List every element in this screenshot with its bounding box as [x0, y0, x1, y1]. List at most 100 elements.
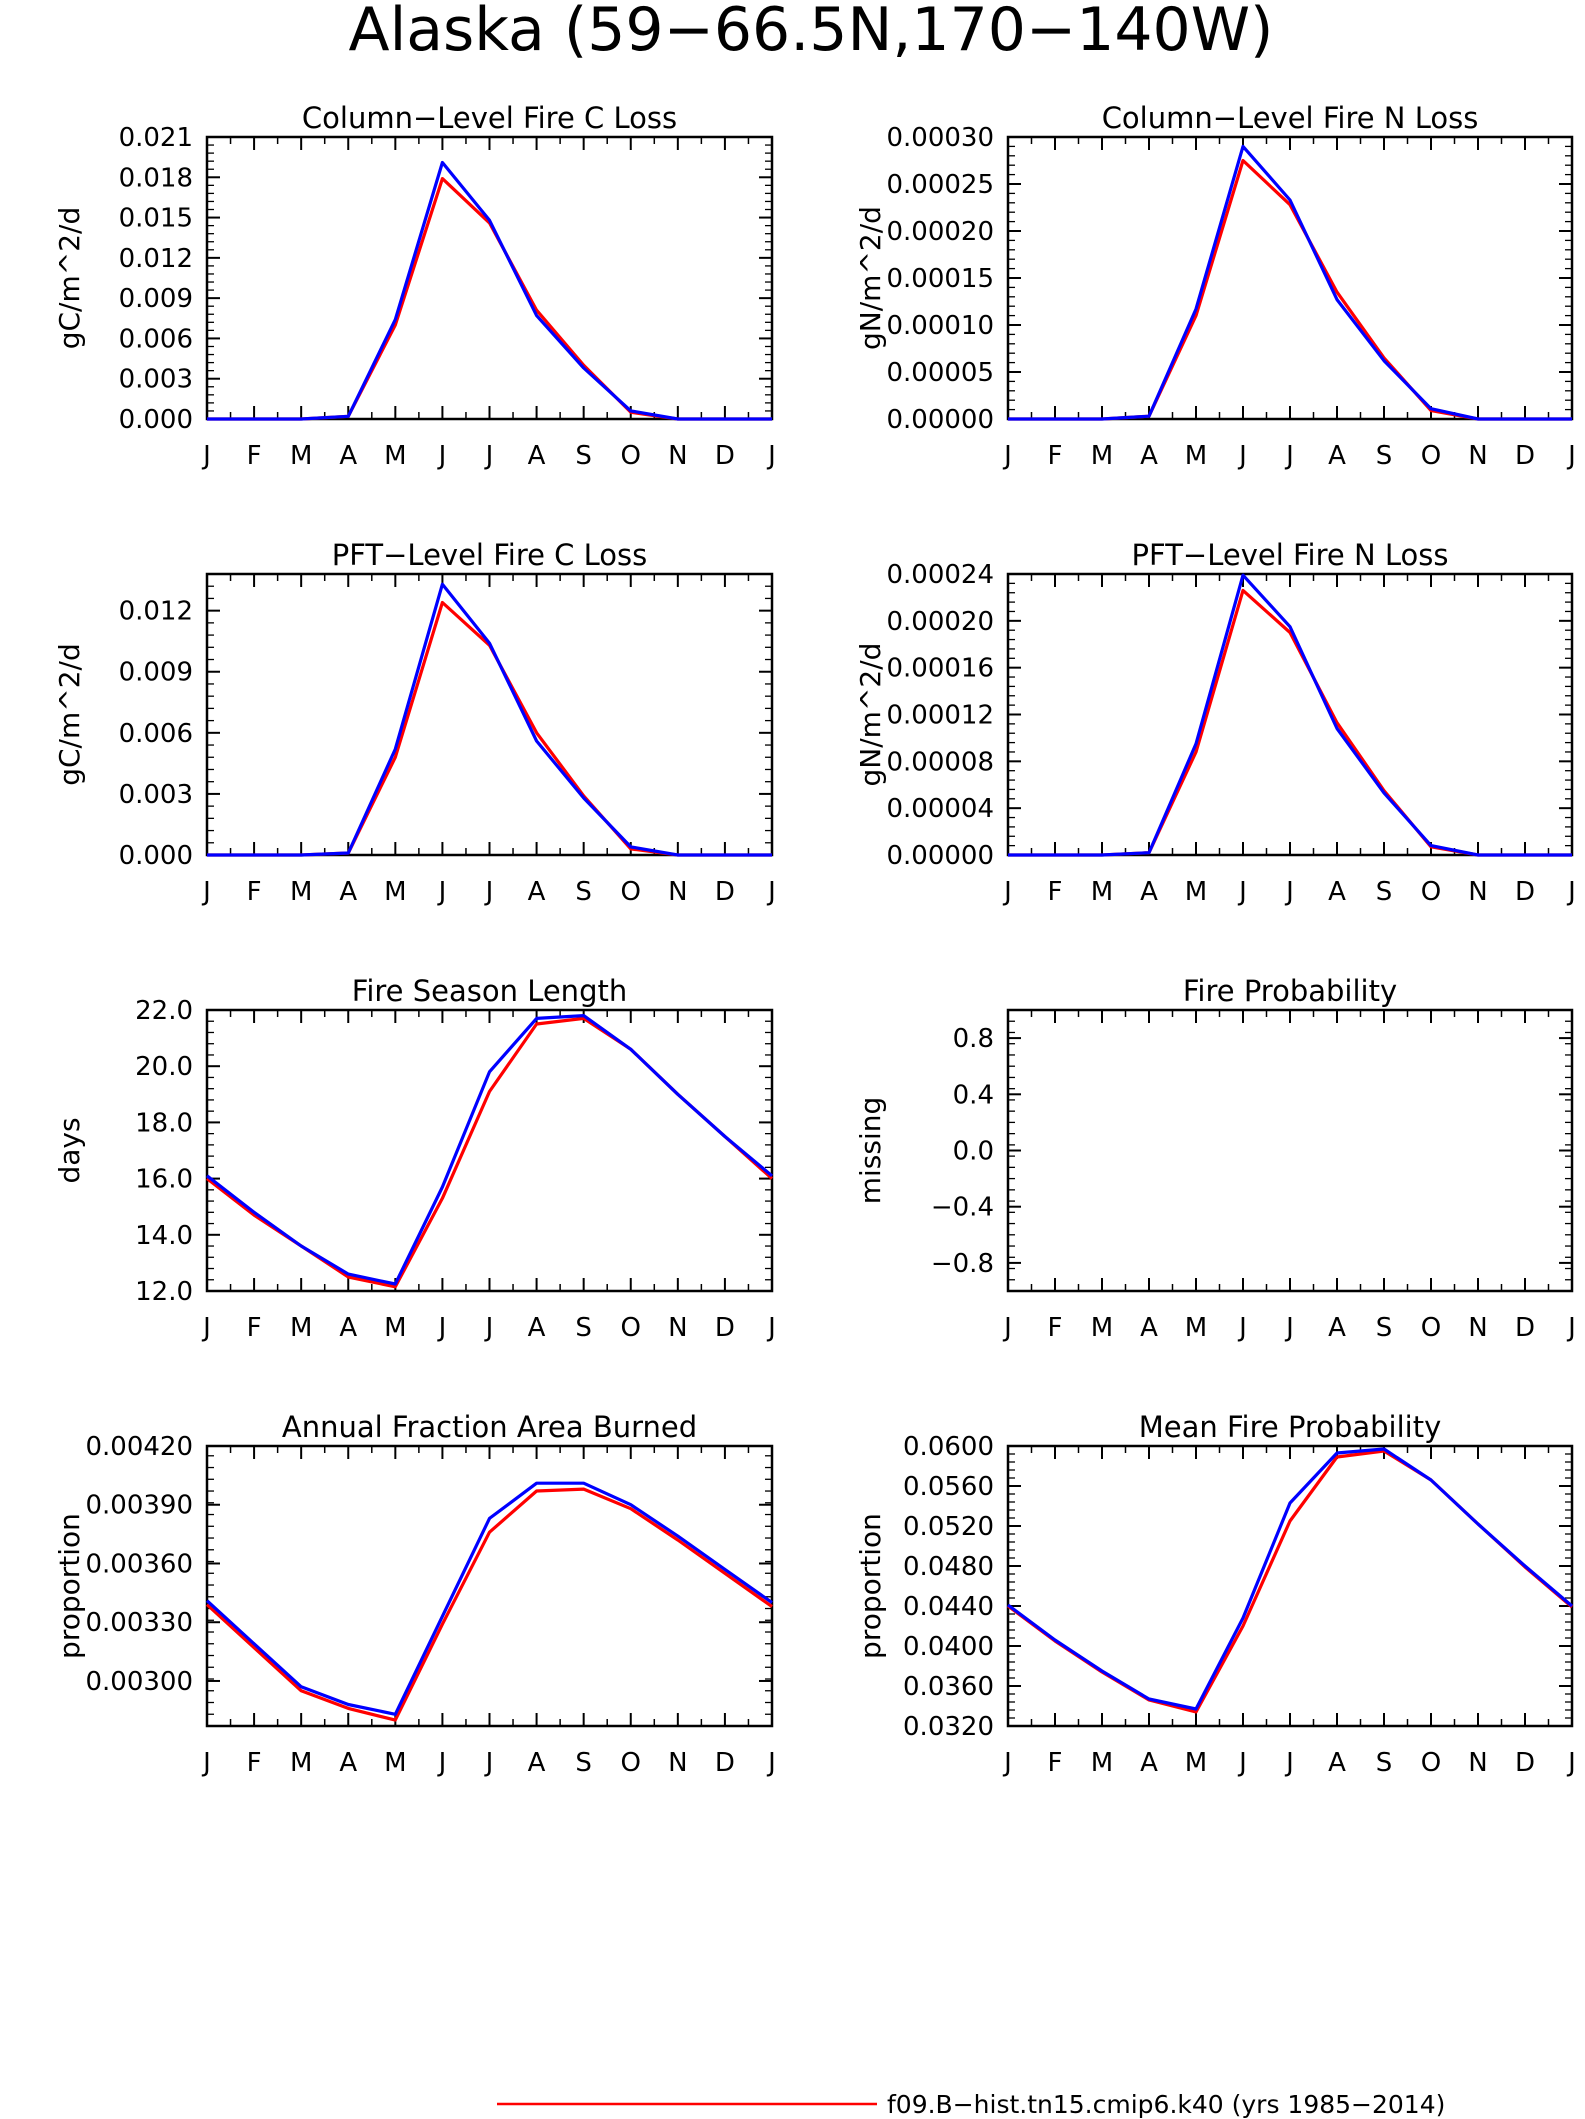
y-tick-label: 0.00390 — [85, 1491, 193, 1521]
x-tick-label: M — [384, 1313, 406, 1343]
x-tick-label: O — [621, 441, 641, 471]
y-tick-label: 14.0 — [135, 1221, 193, 1251]
y-axis-label: gN/m^2/d — [854, 643, 887, 787]
y-tick-label: 0.0360 — [903, 1672, 994, 1702]
x-tick-label: F — [1048, 1748, 1063, 1778]
y-tick-label: 0.00300 — [85, 1667, 193, 1697]
x-tick-label: A — [1140, 441, 1158, 471]
legend: f09.B−hist.tn15.cmip6.k40 (yrs 1985−2014… — [497, 2090, 1445, 2119]
figure-title: Alaska (59−66.5N,170−140W) — [349, 0, 1274, 65]
x-tick-label: S — [1376, 1748, 1393, 1778]
x-tick-label: A — [1328, 441, 1346, 471]
panel-2: J F M A M J J A S O N D J0.000000.000050.000100.0001… — [854, 101, 1576, 471]
x-tick-label: J — [1566, 877, 1576, 907]
plot-frame — [205, 135, 774, 421]
y-tick-label: 20.0 — [135, 1052, 193, 1082]
x-tick-label: N — [668, 1313, 687, 1343]
x-tick-label: J — [1002, 1748, 1012, 1778]
y-axis-label: proportion — [854, 1513, 887, 1659]
x-tick-label: N — [1468, 877, 1487, 907]
x-tick-label: A — [1328, 877, 1346, 907]
x-tick-label: J — [1237, 877, 1247, 907]
x-tick-label: M — [290, 877, 312, 907]
x-tick-label: M — [1091, 1748, 1113, 1778]
y-tick-label: 0.009 — [119, 284, 193, 314]
x-tick-label: M — [1185, 1313, 1207, 1343]
x-tick-label: M — [290, 441, 312, 471]
y-tick-label: 0.003 — [119, 365, 193, 395]
x-tick-label: N — [668, 877, 687, 907]
x-tick-label: S — [575, 1748, 592, 1778]
x-tick-label: A — [1140, 1748, 1158, 1778]
y-tick-label: 0.015 — [119, 204, 193, 234]
x-tick-label: J — [1566, 1313, 1576, 1343]
series-line-1 — [206, 1016, 774, 1289]
x-tick-label: J — [484, 877, 494, 907]
y-tick-label: 0.00020 — [886, 217, 994, 247]
panel-5: J F M A M J J A S O N D J12.014.016.018.020.022.0Fir… — [53, 974, 776, 1343]
y-tick-label: −0.8 — [931, 1249, 994, 1279]
x-tick-label: D — [1515, 441, 1535, 471]
x-tick-label: A — [1328, 1748, 1346, 1778]
y-tick-label: 0.00030 — [886, 123, 994, 153]
x-tick-label: O — [621, 1313, 641, 1343]
y-tick-label: 12.0 — [135, 1277, 193, 1307]
x-tick-label: M — [1091, 877, 1113, 907]
x-tick-label: J — [1002, 877, 1012, 907]
y-tick-label: 0.021 — [119, 123, 193, 153]
panel-3: J F M A M J J A S O N D J0.0000.0030.0060.0090.012PF… — [53, 538, 776, 907]
y-tick-label: 0.0400 — [903, 1632, 994, 1662]
x-tick-label: M — [1185, 441, 1207, 471]
x-tick-label: D — [715, 441, 735, 471]
panel-1: J F M A M J J A S O N D J0.0000.0030.0060.0090.0120.… — [53, 101, 776, 471]
y-tick-label: 0.0320 — [903, 1712, 994, 1742]
x-tick-label: J — [484, 1748, 494, 1778]
x-tick-label: O — [621, 877, 641, 907]
y-tick-label: 0.009 — [119, 658, 193, 688]
series-line-1 — [205, 1487, 773, 1722]
x-tick-label: J — [1237, 441, 1247, 471]
y-tick-label: 0.018 — [119, 163, 193, 193]
x-tick-label: F — [247, 877, 262, 907]
y-tick-label: 0.0 — [953, 1137, 994, 1167]
x-tick-label: D — [1515, 1313, 1535, 1343]
x-tick-label: J — [766, 441, 776, 471]
y-tick-label: 0.000 — [119, 405, 193, 435]
x-tick-label: D — [1515, 877, 1535, 907]
y-tick-label: 0.00012 — [886, 701, 994, 731]
x-tick-label: J — [1566, 441, 1576, 471]
y-tick-label: −0.4 — [931, 1193, 994, 1223]
x-tick-label: F — [247, 1748, 262, 1778]
x-tick-label: J — [1284, 441, 1294, 471]
x-tick-label: J — [201, 441, 211, 471]
y-tick-label: 22.0 — [135, 996, 193, 1026]
x-tick-label: D — [1515, 1748, 1535, 1778]
y-tick-label: 0.006 — [119, 719, 193, 749]
x-tick-label: M — [384, 877, 406, 907]
y-tick-label: 0.8 — [953, 1024, 994, 1054]
x-tick-label: J — [437, 1313, 447, 1343]
series-line-1 — [207, 177, 772, 421]
x-tick-label: A — [1140, 1313, 1158, 1343]
x-tick-label: M — [1185, 877, 1207, 907]
x-tick-label: A — [339, 1313, 357, 1343]
x-tick-label: J — [201, 1313, 211, 1343]
x-tick-label: N — [668, 1748, 687, 1778]
y-tick-label: 0.00360 — [85, 1549, 193, 1579]
x-tick-label: A — [528, 1748, 546, 1778]
x-tick-label: S — [575, 441, 592, 471]
x-tick-label: J — [1566, 1748, 1576, 1778]
x-tick-label: J — [437, 1748, 447, 1778]
x-tick-label: J — [1284, 1748, 1294, 1778]
y-tick-label: 0.00015 — [886, 264, 994, 294]
panel-title: Fire Probability — [1183, 974, 1397, 1008]
series-line-2 — [1007, 1447, 1574, 1711]
y-tick-label: 0.0440 — [903, 1592, 994, 1622]
y-tick-label: 0.00016 — [886, 654, 994, 684]
x-tick-label: D — [715, 877, 735, 907]
panel-4: J F M A M J J A S O N D J0.000000.000040.000080.0001… — [854, 538, 1576, 907]
y-tick-label: 0.00005 — [886, 358, 994, 388]
x-tick-label: N — [1468, 1313, 1487, 1343]
x-tick-label: N — [1468, 1748, 1487, 1778]
